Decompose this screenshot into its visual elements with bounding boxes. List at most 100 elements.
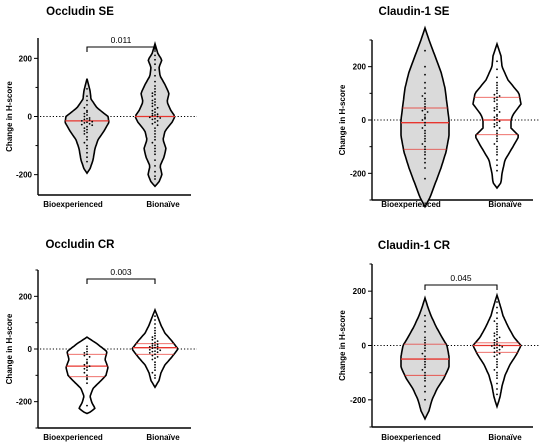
data-point <box>496 333 498 336</box>
data-point <box>154 353 156 356</box>
data-point <box>493 107 496 109</box>
data-point <box>151 338 154 341</box>
data-point <box>86 362 88 365</box>
data-point <box>86 369 88 371</box>
data-point <box>154 175 156 178</box>
data-point <box>151 141 154 144</box>
data-point <box>496 382 498 385</box>
data-point <box>424 87 426 89</box>
data-point <box>496 328 498 331</box>
p-value-label: 0.011 <box>111 35 132 45</box>
data-point <box>154 121 156 124</box>
data-point <box>151 95 154 97</box>
data-point <box>156 115 159 118</box>
data-point <box>156 113 159 116</box>
data-point <box>493 119 496 121</box>
data-point <box>496 388 498 390</box>
data-point <box>86 382 88 385</box>
data-point <box>154 153 156 156</box>
data-point <box>496 325 498 328</box>
data-point <box>88 119 91 121</box>
data-point <box>83 371 86 374</box>
data-point <box>154 150 156 153</box>
data-point <box>424 374 426 377</box>
data-point <box>493 355 496 358</box>
data-point <box>496 346 498 349</box>
data-point <box>493 116 496 119</box>
data-point <box>496 374 498 377</box>
y-tick-label: 200 <box>19 292 33 301</box>
data-point <box>496 76 498 79</box>
data-point <box>154 111 156 113</box>
x-category-label: Bioexperienced <box>381 433 441 442</box>
data-point <box>498 111 501 113</box>
data-point <box>86 136 88 138</box>
data-point <box>424 161 426 164</box>
data-point <box>154 147 156 150</box>
chart-panel: Occludin SE Change in H-score 200 0 -200 Bioe… <box>5 6 197 209</box>
x-category-label: Bioexperienced <box>381 200 441 209</box>
data-point <box>154 104 156 106</box>
data-point <box>154 377 156 379</box>
data-point <box>496 306 498 309</box>
data-point <box>424 108 426 111</box>
data-point <box>154 327 156 329</box>
data-point <box>496 164 498 167</box>
data-point <box>154 136 156 138</box>
data-point <box>496 322 498 325</box>
y-axis-label: Change in H-score <box>338 310 347 381</box>
data-point <box>156 343 159 346</box>
data-point <box>154 344 156 346</box>
data-point <box>154 117 156 120</box>
data-point <box>496 121 498 124</box>
data-point <box>154 350 156 352</box>
data-point <box>83 127 86 129</box>
data-point <box>496 151 498 153</box>
data-point <box>86 147 88 150</box>
data-point <box>154 361 156 364</box>
data-point <box>424 135 426 137</box>
data-point <box>86 131 88 134</box>
data-point <box>86 345 88 348</box>
data-point <box>154 357 156 360</box>
data-point <box>426 111 429 113</box>
data-point <box>493 123 496 125</box>
data-point <box>151 336 154 338</box>
data-point <box>424 350 426 352</box>
data-point <box>154 334 156 337</box>
data-point <box>498 120 501 123</box>
data-point <box>86 361 88 364</box>
data-point <box>83 118 86 121</box>
data-point <box>86 125 88 128</box>
data-point <box>496 153 498 156</box>
data-point <box>496 81 498 84</box>
data-point <box>151 371 154 374</box>
data-point <box>148 348 151 351</box>
data-point <box>151 112 154 115</box>
data-point <box>496 331 498 333</box>
data-point <box>154 133 156 135</box>
data-point <box>86 350 88 353</box>
y-tick-label: 0 <box>28 113 33 122</box>
data-point <box>424 81 426 84</box>
data-point <box>424 117 426 120</box>
data-point <box>424 385 426 388</box>
chart-title: Claudin-1 SE <box>379 6 450 18</box>
data-point <box>91 124 94 127</box>
data-point <box>154 159 156 162</box>
y-tick-label: 200 <box>353 287 367 296</box>
x-category-label: Bionaïve <box>488 200 522 209</box>
data-point <box>421 109 424 112</box>
data-point <box>154 88 156 90</box>
data-point <box>424 92 426 95</box>
data-point <box>424 100 426 103</box>
data-point <box>421 143 424 145</box>
data-point <box>86 156 88 159</box>
data-point <box>154 130 156 132</box>
data-point <box>424 325 426 328</box>
data-point <box>83 133 86 135</box>
data-point <box>86 374 88 377</box>
data-point <box>424 377 426 379</box>
data-point <box>493 335 496 337</box>
data-point <box>424 339 426 341</box>
